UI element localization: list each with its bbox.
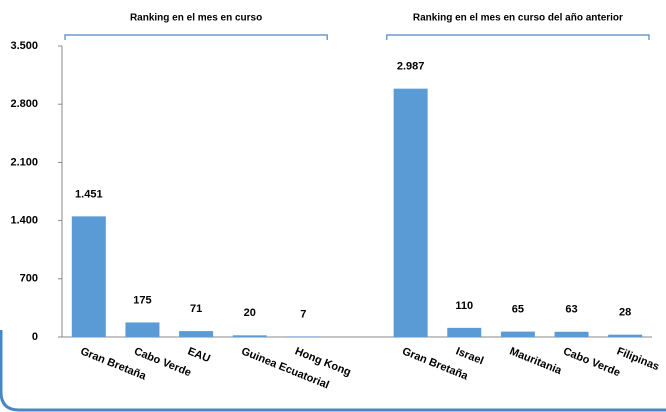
x-tick-label: Filipinas xyxy=(615,345,661,373)
bar xyxy=(554,331,589,337)
value-label: 1.451 xyxy=(75,188,103,200)
value-label: 175 xyxy=(133,294,151,306)
frame xyxy=(0,330,666,412)
x-tick-label: Mauritania xyxy=(508,345,564,377)
y-tick-label: 2.800 xyxy=(10,98,38,110)
value-label: 20 xyxy=(244,307,256,319)
value-label: 28 xyxy=(619,307,631,319)
bar xyxy=(125,322,160,337)
value-label: 63 xyxy=(565,304,577,316)
bar xyxy=(608,334,643,337)
value-label: 110 xyxy=(455,300,473,312)
bar xyxy=(179,331,214,337)
bar xyxy=(286,336,321,337)
bar xyxy=(71,216,106,337)
group-bracket xyxy=(64,34,328,40)
value-label: 7 xyxy=(300,308,306,320)
bar xyxy=(232,335,267,337)
x-tick-label: Cabo Verde xyxy=(561,345,622,379)
bar xyxy=(447,327,482,337)
y-tick-label: 700 xyxy=(20,273,38,285)
x-tick-label: EAU xyxy=(186,345,212,365)
y-tick-label: 2.100 xyxy=(10,156,38,168)
group-label: Ranking en el mes en curso del año anter… xyxy=(413,13,623,24)
value-label: 71 xyxy=(190,303,202,315)
y-tick-label: 3.500 xyxy=(10,40,38,52)
y-tick-label: 1.400 xyxy=(10,215,38,227)
bar xyxy=(500,331,535,337)
group-label: Ranking en el mes en curso xyxy=(130,13,262,24)
x-tick-label: Israel xyxy=(454,345,485,367)
bar xyxy=(393,88,428,337)
group-bracket xyxy=(386,34,650,40)
value-label: 65 xyxy=(512,304,524,316)
y-tick-label: 0 xyxy=(32,331,38,343)
value-label: 2.987 xyxy=(397,61,425,73)
